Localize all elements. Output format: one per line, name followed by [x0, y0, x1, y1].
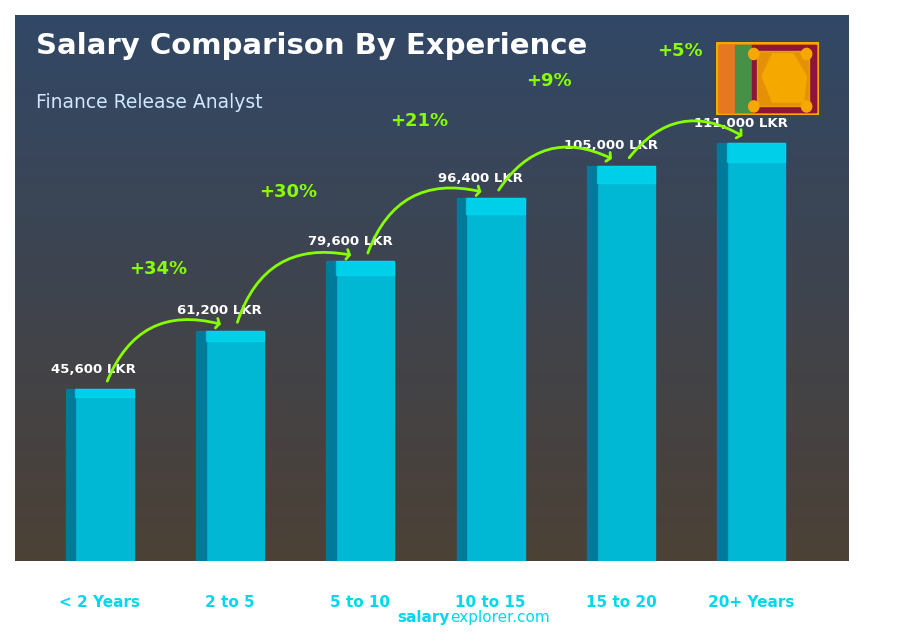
Circle shape — [801, 101, 812, 112]
Bar — [717, 143, 727, 561]
Text: 20+ Years: 20+ Years — [708, 595, 795, 610]
Text: 15 to 20: 15 to 20 — [586, 595, 656, 610]
Text: +5%: +5% — [657, 42, 702, 60]
Text: 111,000 LKR: 111,000 LKR — [694, 117, 788, 130]
Text: +21%: +21% — [390, 112, 448, 130]
Bar — [727, 143, 785, 162]
Text: Finance Release Analyst: Finance Release Analyst — [36, 93, 263, 112]
Polygon shape — [762, 54, 806, 102]
Bar — [757, 51, 808, 106]
Circle shape — [749, 48, 759, 60]
Text: < 2 Years: < 2 Years — [59, 595, 140, 610]
Text: 105,000 LKR: 105,000 LKR — [563, 140, 658, 153]
Text: explorer.com: explorer.com — [450, 610, 550, 625]
Bar — [597, 165, 655, 183]
Text: Average Monthly Salary: Average Monthly Salary — [863, 305, 874, 438]
Bar — [196, 331, 205, 561]
Text: 61,200 LKR: 61,200 LKR — [177, 304, 262, 317]
Bar — [587, 165, 597, 561]
Bar — [466, 198, 525, 561]
Bar — [336, 262, 394, 275]
Bar — [752, 45, 816, 112]
Bar — [76, 389, 133, 397]
Bar — [205, 331, 264, 561]
Text: Salary Comparison By Experience: Salary Comparison By Experience — [36, 32, 587, 60]
Bar — [205, 331, 264, 341]
Bar — [727, 143, 785, 561]
Text: +34%: +34% — [130, 260, 187, 278]
Bar — [336, 262, 394, 561]
Text: 96,400 LKR: 96,400 LKR — [437, 172, 523, 185]
Bar — [76, 389, 133, 561]
Text: +30%: +30% — [259, 183, 318, 201]
Bar — [718, 45, 735, 112]
Circle shape — [801, 48, 812, 60]
Text: 79,600 LKR: 79,600 LKR — [308, 235, 392, 248]
Bar — [66, 389, 76, 561]
Text: +9%: +9% — [526, 72, 572, 90]
Text: 45,600 LKR: 45,600 LKR — [50, 363, 136, 376]
Text: 10 to 15: 10 to 15 — [455, 595, 526, 610]
Bar — [597, 165, 655, 561]
Bar — [457, 198, 466, 561]
Text: 2 to 5: 2 to 5 — [205, 595, 255, 610]
Bar — [735, 45, 752, 112]
Circle shape — [749, 101, 759, 112]
Bar — [466, 198, 525, 214]
Text: 5 to 10: 5 to 10 — [330, 595, 391, 610]
Bar — [327, 262, 336, 561]
Text: salary: salary — [398, 610, 450, 625]
